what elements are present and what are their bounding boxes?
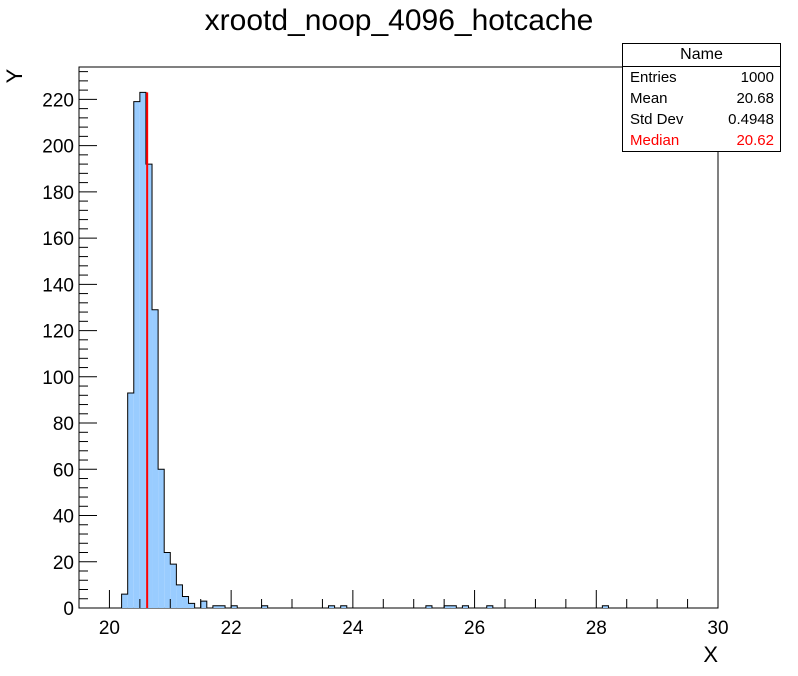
histogram-bin	[218, 605, 226, 608]
x-tick-label: 26	[464, 618, 485, 639]
stats-label: Median	[630, 132, 680, 149]
histogram-bin	[444, 605, 451, 608]
histogram-bin	[486, 605, 493, 608]
y-tick-label: 100	[42, 368, 74, 389]
histogram-bin	[158, 469, 165, 608]
stats-row-entries: Entries 1000	[623, 67, 780, 88]
histogram-bin	[170, 564, 177, 608]
y-tick-label: 220	[42, 90, 74, 111]
stats-label: Entries	[630, 69, 677, 86]
chart-title: xrootd_noop_4096_hotcache	[204, 4, 594, 37]
histogram-bin	[212, 605, 219, 608]
histogram-bin	[121, 594, 128, 608]
histogram-bin	[602, 605, 609, 608]
y-tick-label: 60	[53, 460, 74, 481]
x-tick-label: 20	[99, 618, 120, 639]
y-tick-label: 20	[53, 553, 74, 574]
y-tick-label: 140	[42, 275, 74, 296]
x-tick-label: 22	[221, 618, 242, 639]
stats-label: Std Dev	[630, 111, 684, 128]
histogram-bin	[231, 605, 238, 608]
stats-value: 0.4948	[728, 111, 774, 128]
stats-box: Name Entries 1000 Mean 20.68 Std Dev 0.4…	[622, 43, 781, 152]
plot-frame	[78, 66, 719, 609]
stats-row-stddev: Std Dev 0.4948	[623, 109, 780, 130]
x-tick-label: 28	[586, 618, 607, 639]
histogram-bin	[133, 101, 140, 608]
y-tick-label: 160	[42, 229, 74, 250]
histogram-outline	[121, 91, 609, 608]
y-tick-label: 180	[42, 183, 74, 204]
y-tick-label: 120	[42, 322, 74, 343]
y-axis-label: Y	[2, 68, 27, 83]
stats-label: Mean	[630, 90, 668, 107]
histogram-bin	[450, 605, 457, 608]
stats-value: 1000	[740, 69, 774, 86]
histogram-bin	[200, 601, 207, 608]
y-tick-label: 40	[53, 507, 74, 528]
histogram-bin	[261, 605, 268, 608]
histogram-bin	[328, 605, 335, 608]
histogram-bin	[139, 92, 146, 608]
histogram-bin	[188, 603, 195, 608]
y-tick-label: 80	[53, 414, 74, 435]
histogram-bin	[462, 605, 469, 608]
histogram-bin	[340, 605, 347, 608]
histogram-bin	[145, 164, 153, 608]
stats-row-median: Median 20.62	[623, 130, 780, 151]
y-tick-label: 0	[63, 599, 74, 620]
stats-value: 20.68	[736, 90, 774, 107]
histogram-bin	[176, 584, 183, 608]
x-tick-label: 30	[707, 618, 728, 639]
histogram-bin	[127, 392, 134, 608]
histogram-bin	[425, 605, 432, 608]
x-tick-label: 24	[342, 618, 364, 639]
stats-header: Name	[623, 44, 780, 67]
histogram-bin	[152, 309, 159, 608]
histogram-bin	[164, 552, 171, 608]
x-axis-label: X	[703, 642, 718, 667]
y-tick-label: 200	[42, 137, 74, 158]
stats-row-mean: Mean 20.68	[623, 88, 780, 109]
stats-value: 20.62	[736, 132, 774, 149]
histogram-bin	[182, 596, 189, 608]
